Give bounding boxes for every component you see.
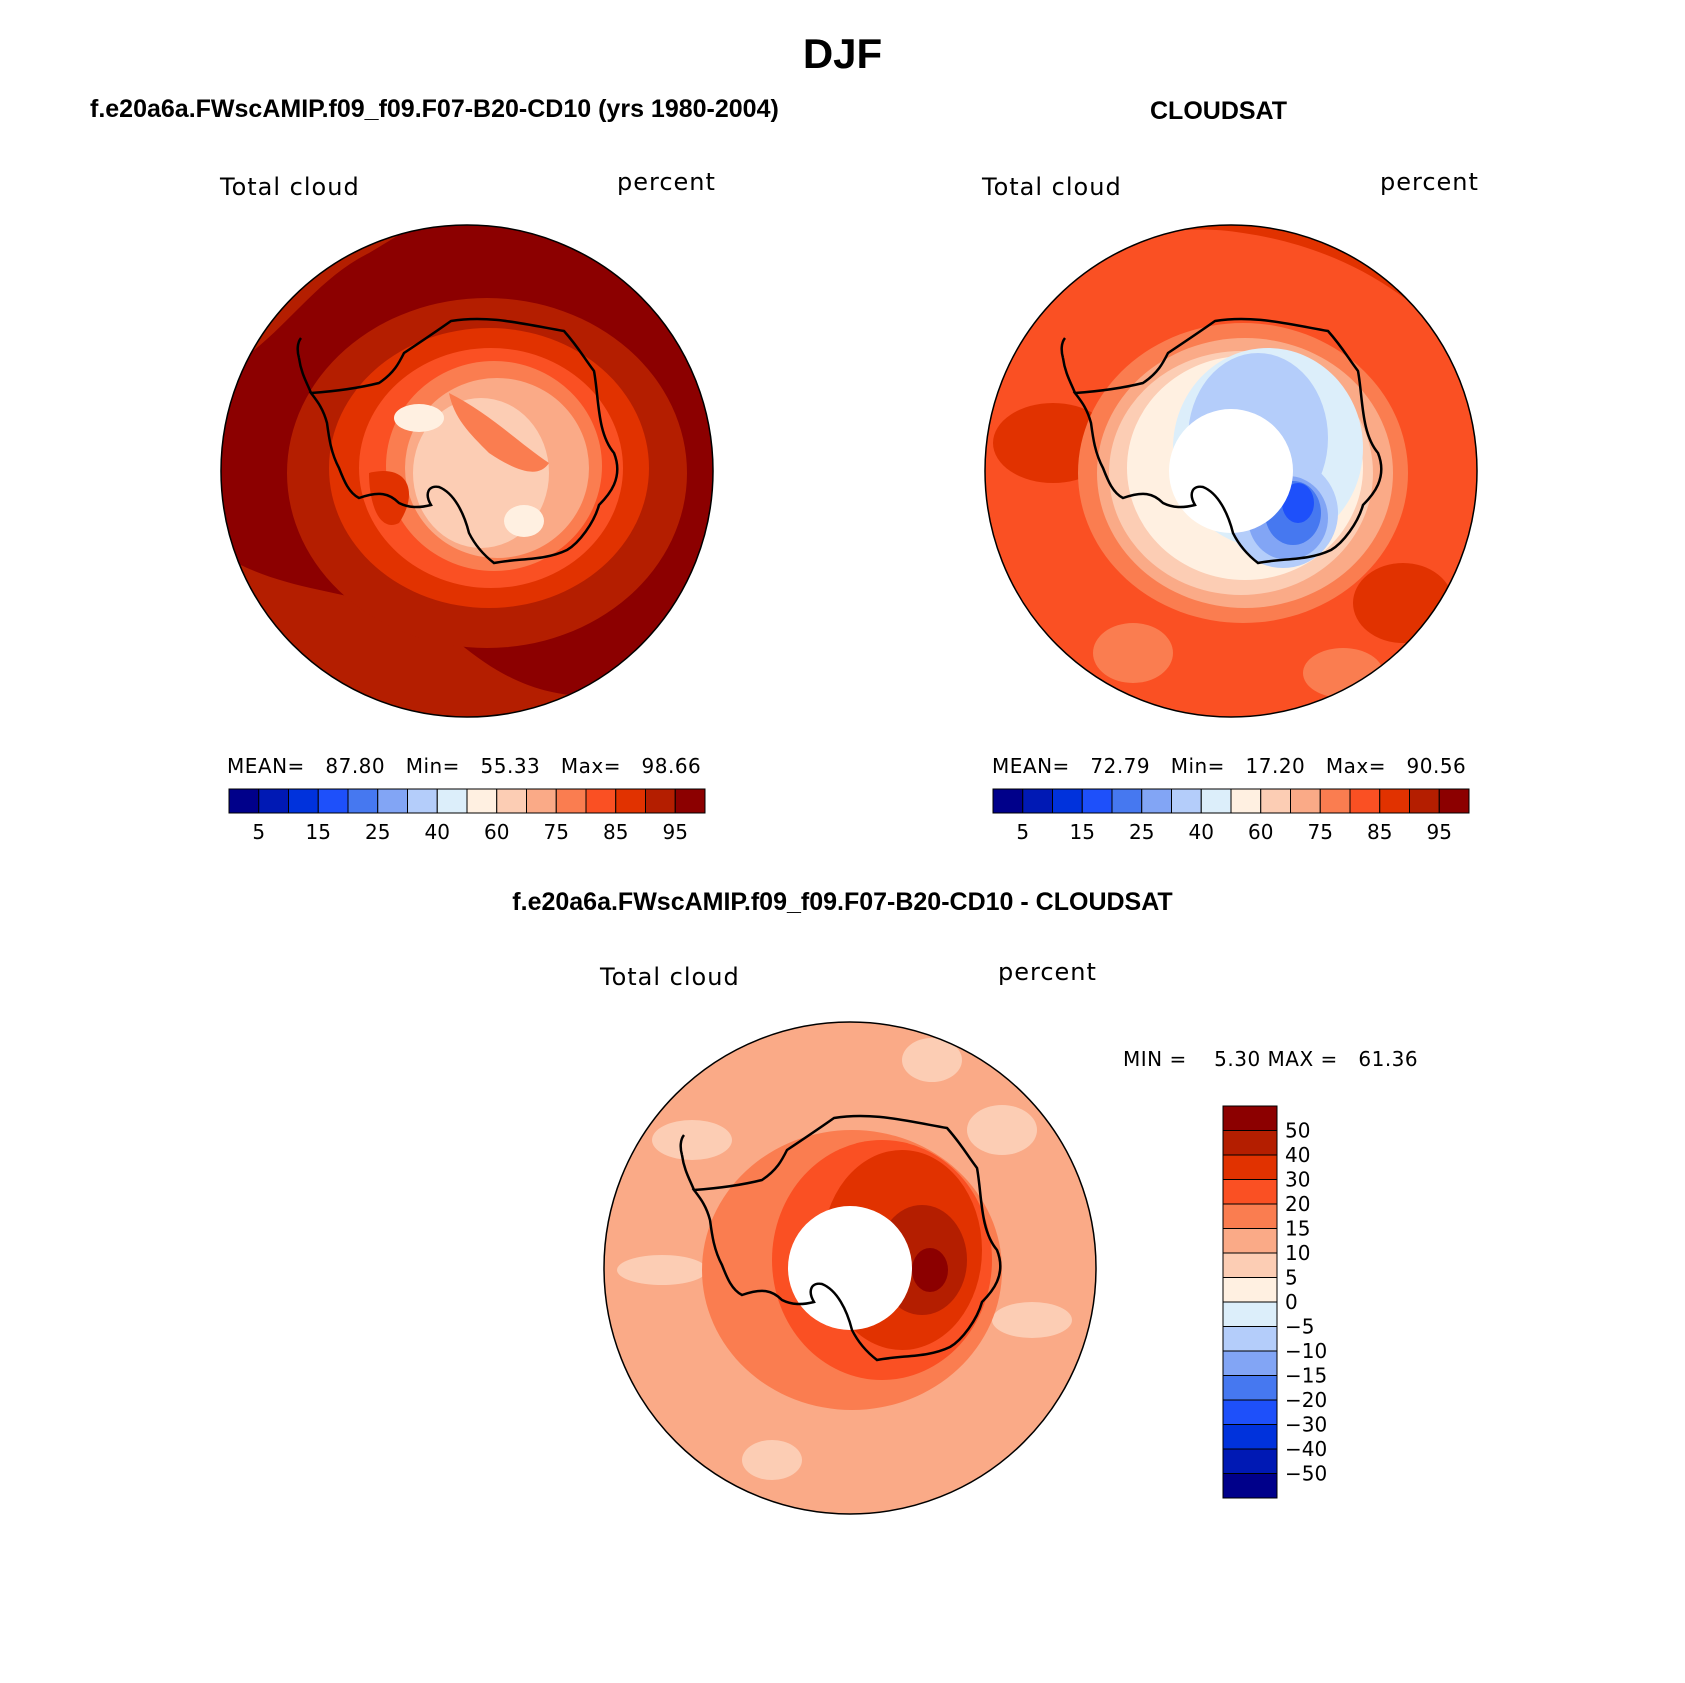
colorbar-tick-label: 40 (1285, 1143, 1310, 1167)
colorbar-swatch (228, 788, 260, 814)
obs-variable-label: Total cloud (982, 173, 1122, 201)
diff-units-label: percent (998, 958, 1097, 986)
colorbar-swatch (317, 788, 349, 814)
colorbar-swatch (1222, 1301, 1278, 1327)
diff-stats: MIN = 5.30 MAX = 61.36 (1123, 1047, 1419, 1071)
colorbar-swatch (1222, 1424, 1278, 1450)
colorbar-swatch (992, 788, 1024, 814)
model-polar-map (220, 224, 714, 718)
colorbar-swatch (347, 788, 379, 814)
colorbar-swatch (1222, 1350, 1278, 1376)
colorbar-tick-label: 15 (1070, 820, 1095, 844)
colorbar-swatch (1349, 788, 1381, 814)
colorbar-tick-label: −30 (1285, 1413, 1327, 1437)
colorbar-tick-label: 60 (1248, 820, 1273, 844)
colorbar-tick-label: 15 (1285, 1217, 1310, 1241)
colorbar-swatch (1222, 1105, 1278, 1131)
model-panel-title: f.e20a6a.FWscAMIP.f09_f09.F07-B20-CD10 (… (90, 95, 779, 123)
colorbar-swatch (1222, 1399, 1278, 1425)
colorbar-swatch (258, 788, 289, 814)
colorbar-tick-label: 95 (663, 820, 688, 844)
colorbar-tick-label: 25 (365, 820, 390, 844)
colorbar-tick-label: 40 (425, 820, 450, 844)
colorbar-tick-label: 0 (1285, 1290, 1298, 1314)
colorbar-tick-label: 95 (1427, 820, 1452, 844)
colorbar-swatch (645, 788, 676, 814)
colorbar-tick-label: 5 (1016, 820, 1029, 844)
colorbar-tick-label: −20 (1285, 1388, 1327, 1412)
colorbar-swatch (377, 788, 408, 814)
colorbar-swatch (674, 788, 706, 814)
colorbar-swatch (615, 788, 646, 814)
colorbar-tick-label: 85 (1367, 820, 1392, 844)
colorbar-tick-label: 15 (306, 820, 331, 844)
colorbar-swatch (1081, 788, 1113, 814)
colorbar-tick-label: 50 (1285, 1119, 1310, 1143)
colorbar-swatch (1222, 1375, 1278, 1401)
colorbar-swatch (1111, 788, 1143, 814)
model-variable-label: Total cloud (220, 173, 360, 201)
colorbar-tick-label: −40 (1285, 1437, 1327, 1461)
colorbar-tick-label: 75 (544, 820, 569, 844)
colorbar-swatch (496, 788, 527, 814)
colorbar-tick-label: −15 (1285, 1364, 1327, 1388)
colorbar-swatch (1290, 788, 1321, 814)
model-colorbar: 5 15 25 40 60 75 85 95 (228, 788, 706, 844)
obs-colorbar: 5 15 25 40 60 75 85 95 (992, 788, 1470, 844)
diff-panel-title: f.e20a6a.FWscAMIP.f09_f09.F07-B20-CD10 -… (512, 888, 1173, 916)
colorbar-tick-label: 85 (603, 820, 628, 844)
colorbar-tick-label: 75 (1308, 820, 1333, 844)
colorbar-swatch (1222, 1203, 1278, 1229)
colorbar-swatch (466, 788, 498, 814)
colorbar-swatch (436, 788, 468, 814)
model-units-label: percent (617, 168, 716, 196)
colorbar-tick-label: 60 (484, 820, 509, 844)
colorbar-swatch (1230, 788, 1262, 814)
obs-polar-map (984, 224, 1478, 718)
obs-stats: MEAN= 72.79 Min= 17.20 Max= 90.56 (992, 754, 1467, 778)
colorbar-swatch (1141, 788, 1172, 814)
colorbar-swatch (1222, 1448, 1278, 1474)
season-title: DJF (802, 30, 883, 77)
obs-units-label: percent (1380, 168, 1479, 196)
model-stats: MEAN= 87.80 Min= 55.33 Max= 98.66 (227, 754, 702, 778)
colorbar-swatch (1222, 1252, 1278, 1278)
colorbar-tick-label: 40 (1189, 820, 1214, 844)
colorbar-tick-label: −5 (1285, 1315, 1314, 1339)
colorbar-swatch (1222, 1154, 1278, 1180)
colorbar-swatch (585, 788, 617, 814)
colorbar-swatch (1222, 1228, 1278, 1254)
diff-polar-map (603, 1021, 1097, 1515)
colorbar-tick-label: 5 (1285, 1266, 1298, 1290)
colorbar-swatch (1222, 1130, 1278, 1156)
colorbar-tick-label: −10 (1285, 1339, 1327, 1363)
colorbar-swatch (1319, 788, 1351, 814)
colorbar-tick-label: 10 (1285, 1241, 1310, 1265)
colorbar-tick-label: 30 (1285, 1168, 1310, 1192)
colorbar-tick-label: −50 (1285, 1462, 1327, 1486)
colorbar-swatch (1260, 788, 1291, 814)
colorbar-swatch (555, 788, 587, 814)
colorbar-swatch (1171, 788, 1202, 814)
colorbar-swatch (1222, 1277, 1278, 1303)
colorbar-swatch (288, 788, 319, 814)
colorbar-swatch (1200, 788, 1232, 814)
colorbar-swatch (1222, 1326, 1278, 1352)
obs-panel-title: CLOUDSAT (1150, 97, 1288, 125)
colorbar-swatch (1052, 788, 1083, 814)
colorbar-swatch (526, 788, 557, 814)
colorbar-swatch (1022, 788, 1053, 814)
colorbar-swatch (1438, 788, 1470, 814)
colorbar-swatch (407, 788, 438, 814)
diff-variable-label: Total cloud (600, 963, 740, 991)
colorbar-swatch (1379, 788, 1410, 814)
colorbar-swatch (1222, 1473, 1278, 1499)
colorbar-tick-label: 25 (1129, 820, 1154, 844)
colorbar-tick-label: 20 (1285, 1192, 1310, 1216)
colorbar-swatch (1222, 1179, 1278, 1205)
colorbar-swatch (1409, 788, 1440, 814)
colorbar-tick-label: 5 (252, 820, 265, 844)
